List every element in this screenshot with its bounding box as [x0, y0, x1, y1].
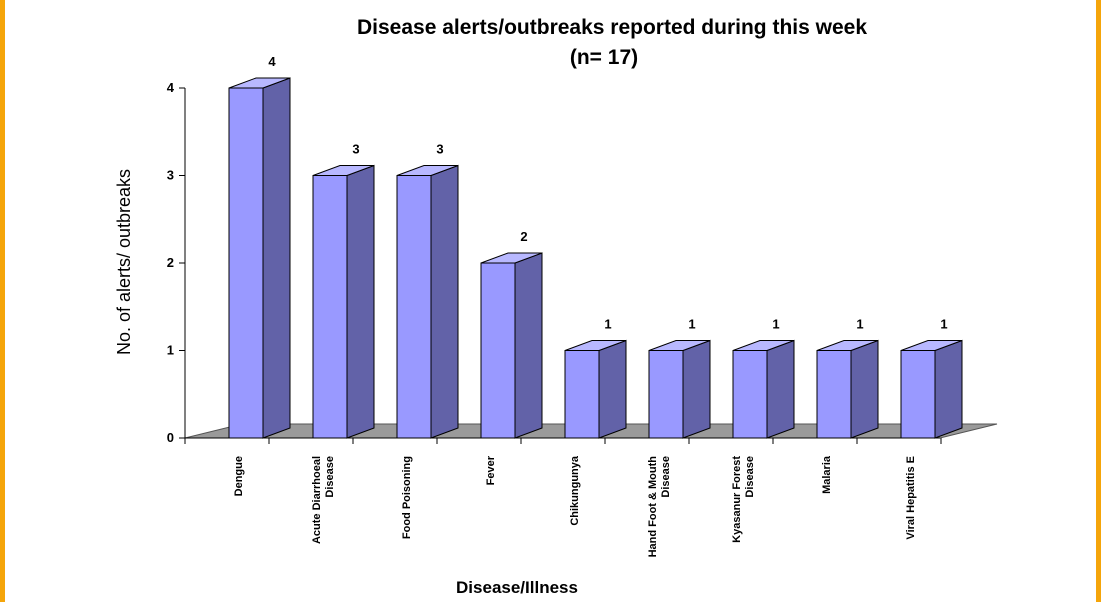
bar-top-face: [564, 340, 627, 351]
bar-front-face: [648, 350, 684, 439]
bar-top-face: [900, 340, 963, 351]
bar-top-face: [480, 252, 543, 264]
y-tick-label: 0: [167, 430, 174, 445]
bar-front-face: [732, 350, 768, 439]
bar: [732, 339, 795, 439]
bar-top-face: [648, 340, 711, 351]
bar-front-face: [816, 350, 852, 439]
bar-side-face: [850, 339, 879, 439]
data-label: 1: [940, 317, 947, 332]
data-labels: 4 3 3 2 1 1 1 1 1: [268, 54, 947, 332]
bar-front-face: [228, 87, 264, 439]
chart-subtitle: (n= 17): [570, 46, 638, 69]
bar-front-face: [564, 350, 600, 439]
data-label: 1: [772, 317, 779, 332]
bar-top-face: [312, 165, 375, 176]
bar: [228, 77, 291, 439]
category-label: Chikungunya: [569, 455, 581, 526]
category-label-line: Chikungunya: [569, 455, 581, 526]
category-label-line: Disease: [744, 456, 756, 498]
data-label: 3: [352, 142, 359, 157]
bar-top-face: [816, 340, 879, 351]
category-label-line: Disease: [324, 456, 336, 498]
bar-front-face: [480, 262, 516, 439]
category-label: Fever: [485, 455, 497, 485]
bar: [480, 252, 543, 439]
bar: [564, 339, 627, 439]
bar-front-face: [900, 350, 936, 439]
y-tick-label: 3: [167, 168, 174, 183]
category-label-line: Disease: [660, 456, 672, 498]
bar: [312, 164, 375, 439]
bar: [816, 339, 879, 439]
data-label: 1: [604, 317, 611, 332]
data-label: 2: [520, 229, 527, 244]
data-label: 4: [268, 54, 276, 69]
category-label: Viral Hepatitis E: [905, 456, 917, 540]
category-label: Acute DiarrhoealDisease: [311, 456, 336, 544]
bar-side-face: [514, 252, 543, 439]
bar-side-face: [682, 339, 711, 439]
bar: [396, 164, 459, 439]
y-tick-label: 4: [167, 80, 175, 95]
frame-right-border: [1096, 0, 1101, 602]
category-label: Kyasanur ForestDisease: [731, 456, 756, 543]
bar-side-face: [262, 77, 291, 439]
bar: [900, 339, 963, 439]
bar: [648, 339, 711, 439]
bar-front-face: [396, 175, 432, 439]
category-label: Dengue: [233, 456, 245, 496]
bar-top-face: [396, 165, 459, 176]
bar-top-face: [228, 77, 291, 89]
data-label: 3: [436, 142, 443, 157]
category-label-line: Hand Foot & Mouth: [647, 456, 659, 558]
y-axis: 0 1 2 3 4: [167, 80, 942, 445]
bar-side-face: [430, 164, 459, 439]
data-label: 1: [856, 317, 863, 332]
category-label-line: Malaria: [821, 455, 833, 494]
frame-left-border: [0, 0, 5, 602]
category-label-line: Viral Hepatitis E: [905, 456, 917, 540]
bars: [228, 77, 963, 439]
y-tick-label: 1: [167, 343, 174, 358]
category-label-line: Fever: [485, 455, 497, 485]
category-label-line: Dengue: [233, 456, 245, 496]
bar-side-face: [598, 339, 627, 439]
category-label: Malaria: [821, 455, 833, 494]
category-label-line: Food Poisoning: [401, 456, 413, 539]
bar-side-face: [346, 164, 375, 439]
y-tick-label: 2: [167, 255, 174, 270]
category-label: Hand Foot & MouthDisease: [647, 456, 672, 558]
y-axis-title: No. of alerts/ outbreaks: [114, 169, 134, 355]
chart-title: Disease alerts/outbreaks reported during…: [357, 16, 867, 39]
bar-side-face: [934, 339, 963, 439]
x-axis-title: Disease/Illness: [456, 578, 578, 597]
category-label-line: Acute Diarrhoeal: [311, 456, 323, 544]
category-labels: Dengue Acute DiarrhoealDisease Food Poison…: [233, 455, 917, 557]
data-label: 1: [688, 317, 695, 332]
category-label: Food Poisoning: [401, 456, 413, 539]
bar-top-face: [732, 340, 795, 351]
bar-front-face: [312, 175, 348, 439]
bar-side-face: [766, 339, 795, 439]
category-label-line: Kyasanur Forest: [731, 456, 743, 543]
